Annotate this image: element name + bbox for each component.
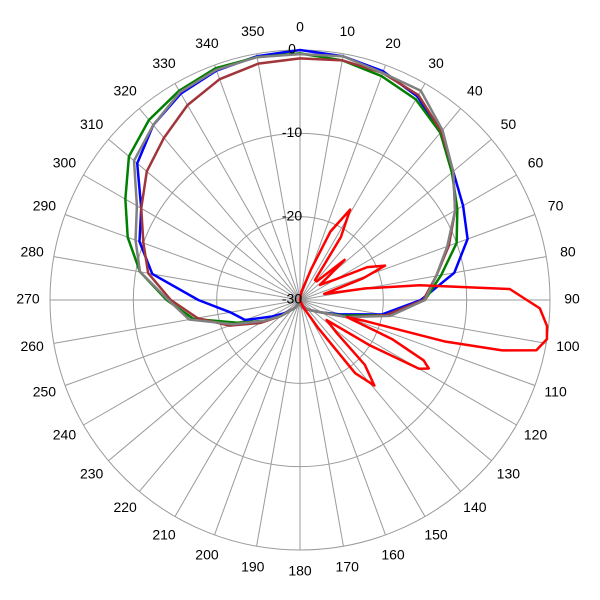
angle-grid-line xyxy=(83,174,301,301)
angle-tick-label: 220 xyxy=(113,499,137,515)
angle-tick-label: 60 xyxy=(528,155,544,171)
angle-tick-label: 230 xyxy=(80,466,104,482)
angle-grid-line xyxy=(256,53,301,301)
angle-tick-label: 210 xyxy=(152,526,176,542)
angle-tick-label: 240 xyxy=(53,427,77,443)
angle-grid-line xyxy=(64,214,301,301)
angle-grid-line xyxy=(174,299,301,517)
angle-grid-line xyxy=(214,64,301,301)
angle-tick-label: 340 xyxy=(195,35,219,51)
angle-tick-label: 310 xyxy=(80,116,104,132)
angle-tick-label: 70 xyxy=(548,198,564,214)
radial-grid-circle xyxy=(216,216,384,384)
angle-tick-label: 120 xyxy=(524,427,548,443)
angle-grid-line xyxy=(108,299,301,462)
angle-grid-line xyxy=(174,83,301,301)
angle-tick-label: 160 xyxy=(381,546,405,562)
angle-grid-line xyxy=(138,299,301,492)
angle-tick-label: 90 xyxy=(564,291,580,307)
series-lines xyxy=(124,48,549,387)
angle-tick-label: 190 xyxy=(241,559,265,575)
angle-tick-label: 170 xyxy=(336,559,360,575)
angle-grid-line xyxy=(299,299,547,344)
angle-grid-line xyxy=(138,108,301,301)
radial-tick-label: -10 xyxy=(282,124,302,140)
angle-grid-line xyxy=(214,299,301,536)
angle-tick-label: 180 xyxy=(288,563,312,579)
angle-tick-label: 300 xyxy=(53,155,77,171)
angle-tick-label: 200 xyxy=(195,546,219,562)
angle-grid-line xyxy=(53,299,301,344)
angle-tick-label: 20 xyxy=(385,35,401,51)
angle-grid-line xyxy=(299,299,386,536)
series-line xyxy=(124,52,459,325)
angle-grid-line xyxy=(299,299,344,547)
angle-grid-line xyxy=(299,214,536,301)
angle-tick-label: 140 xyxy=(463,499,487,515)
angle-tick-label: 130 xyxy=(497,466,521,482)
angle-grid-line xyxy=(64,299,301,386)
labels: 0 10 20 30 40 50 60 70 80 90 100 110 120 130 140 150 160… xyxy=(16,19,580,579)
angle-grid-line xyxy=(299,299,426,517)
radial-tick-label: -30 xyxy=(282,291,302,307)
angle-tick-label: 290 xyxy=(33,198,57,214)
angle-grid-line xyxy=(108,138,301,301)
angle-grid-line xyxy=(299,108,462,301)
radial-grid-circle xyxy=(132,132,468,468)
angle-tick-label: 260 xyxy=(20,338,44,354)
angle-grid-line xyxy=(299,83,426,301)
angle-tick-label: 270 xyxy=(16,291,40,307)
angle-tick-label: 330 xyxy=(152,55,176,71)
angle-grid-line xyxy=(299,53,344,301)
angle-tick-label: 110 xyxy=(544,384,567,400)
angle-grid-line xyxy=(256,299,301,547)
angle-grid-line xyxy=(299,299,462,492)
angle-tick-label: 80 xyxy=(560,243,576,259)
angle-tick-label: 30 xyxy=(428,55,444,71)
angle-tick-label: 10 xyxy=(339,23,355,39)
angle-grid-line xyxy=(53,256,301,301)
series-line xyxy=(132,52,457,326)
angle-tick-label: 50 xyxy=(501,116,517,132)
angle-tick-label: 280 xyxy=(20,243,44,259)
angle-tick-label: 250 xyxy=(33,384,57,400)
angle-tick-label: 320 xyxy=(113,82,137,98)
radial-tick-label: 0 xyxy=(288,41,296,57)
angle-tick-label: 100 xyxy=(556,338,580,354)
angle-tick-label: 0 xyxy=(296,19,304,35)
radial-tick-label: -20 xyxy=(282,207,302,223)
angle-tick-label: 40 xyxy=(467,82,483,98)
series-line xyxy=(298,208,549,387)
angle-tick-label: 150 xyxy=(424,526,448,542)
angle-tick-label: 350 xyxy=(241,23,265,39)
